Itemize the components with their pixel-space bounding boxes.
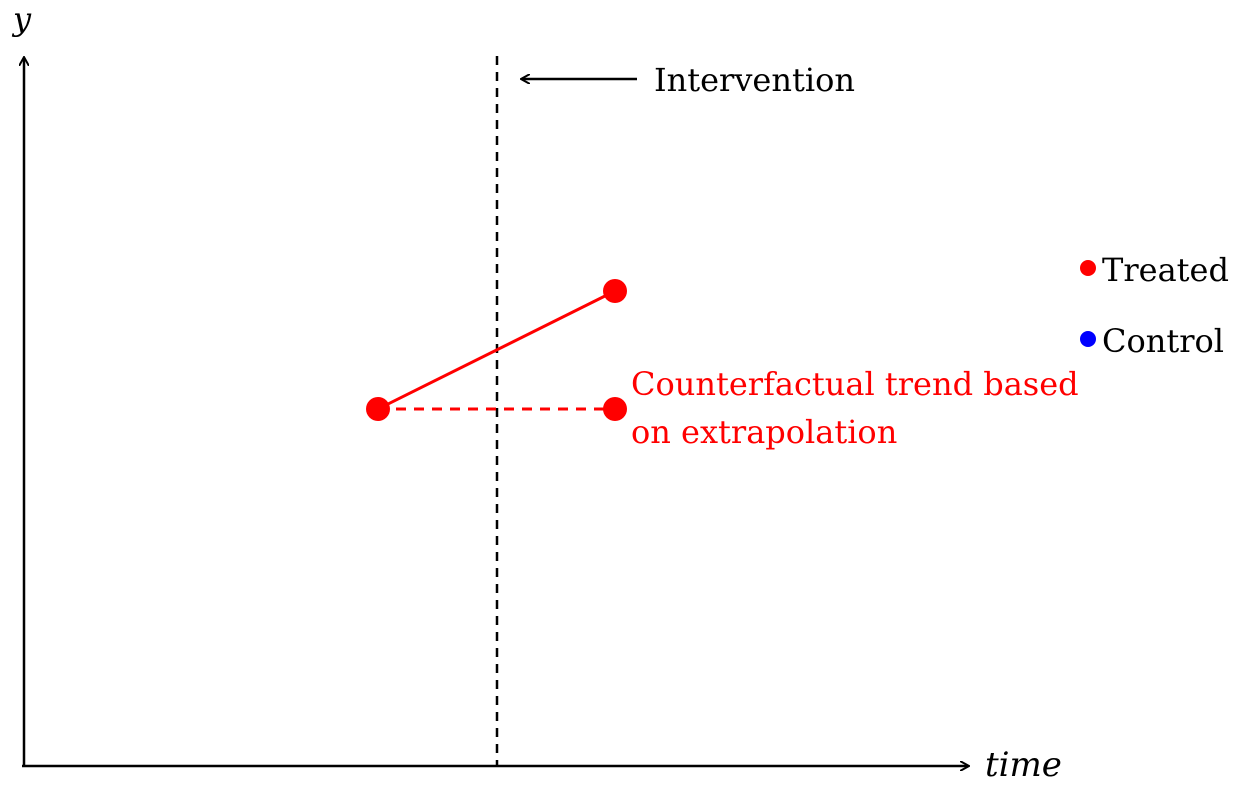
counterfactual-annotation-line2: on extrapolation [631, 413, 897, 451]
treated-segment [377, 289, 616, 411]
treated-point [603, 279, 627, 303]
y-axis-label: y [11, 0, 32, 38]
legend-control-label: Control [1102, 322, 1224, 360]
legend-control-marker [1080, 331, 1096, 347]
legend: Treated Control [1080, 251, 1229, 360]
chart-marks [366, 279, 627, 421]
treated-point [366, 397, 390, 421]
x-axis-label: time [985, 745, 1062, 785]
counterfactual-point [603, 397, 627, 421]
intervention-label: Intervention [654, 61, 855, 99]
legend-treated-label: Treated [1102, 251, 1229, 289]
counterfactual-annotation-line1: Counterfactual trend based [631, 365, 1079, 403]
legend-treated-marker [1080, 260, 1096, 276]
